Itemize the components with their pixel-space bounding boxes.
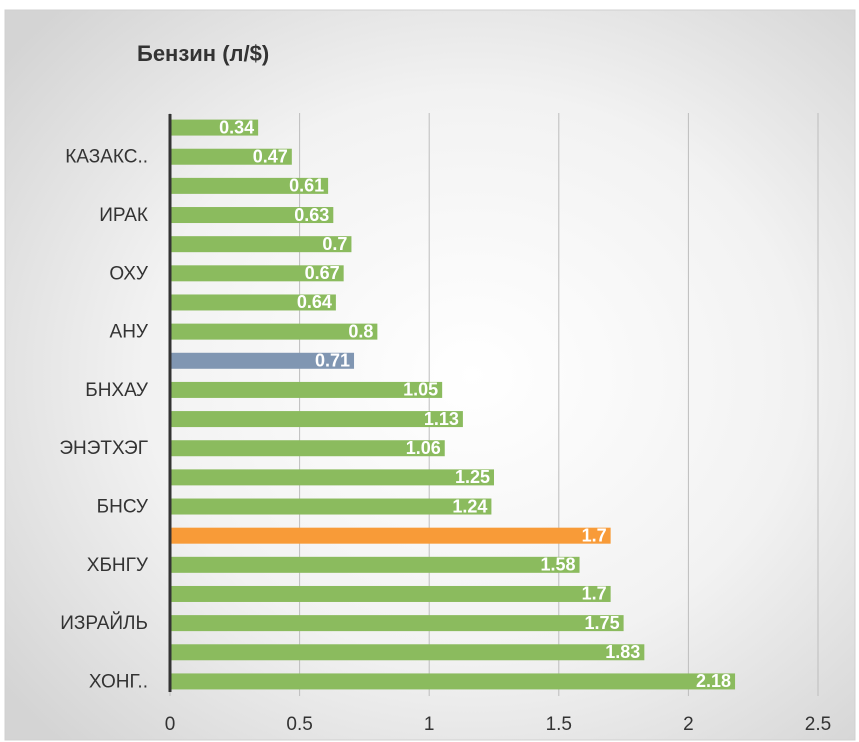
value-label: 1.25 xyxy=(455,467,490,487)
y-tick-label: АНУ xyxy=(110,322,149,343)
value-label: 0.34 xyxy=(219,117,254,137)
y-tick-label: ЭНЭТХЭГ xyxy=(59,438,148,459)
value-label: 1.7 xyxy=(582,584,607,604)
value-label: 0.71 xyxy=(315,351,350,371)
chart-title: Бензин (л/$) xyxy=(137,41,269,66)
bar xyxy=(170,469,494,486)
y-tick-label: БНХАУ xyxy=(85,380,149,401)
y-tick-label: ХОНГ.. xyxy=(89,671,148,692)
bar xyxy=(170,352,355,369)
bar xyxy=(170,148,292,165)
value-label: 1.05 xyxy=(403,380,438,400)
bar xyxy=(170,498,492,515)
bar xyxy=(170,207,334,224)
y-tick-label: БНСУ xyxy=(97,497,149,518)
bar xyxy=(170,177,329,194)
bar xyxy=(170,265,344,282)
y-tick-label: ХБНГУ xyxy=(87,555,149,576)
value-label: 1.13 xyxy=(424,409,459,429)
value-label: 1.58 xyxy=(540,555,575,575)
y-tick-label: ИРАК xyxy=(99,205,148,226)
value-label: 0.63 xyxy=(294,205,329,225)
x-tick-label: 0 xyxy=(165,714,176,735)
value-label: 0.47 xyxy=(253,146,288,166)
value-label: 1.06 xyxy=(406,438,441,458)
bar xyxy=(170,556,580,573)
value-label: 0.61 xyxy=(289,176,324,196)
value-label: 1.83 xyxy=(605,642,640,662)
value-label: 1.7 xyxy=(582,525,607,545)
value-label: 1.24 xyxy=(452,496,487,516)
value-label: 0.64 xyxy=(297,292,332,312)
value-label: 1.75 xyxy=(585,613,620,633)
x-tick-label: 2.5 xyxy=(805,714,831,735)
bar xyxy=(170,585,611,602)
value-label: 0.67 xyxy=(305,263,340,283)
bar xyxy=(170,615,624,632)
bar xyxy=(170,527,611,544)
bar xyxy=(170,294,336,311)
x-tick-label: 1.5 xyxy=(546,714,572,735)
bar xyxy=(170,381,443,398)
bar xyxy=(170,440,445,457)
x-tick-label: 2 xyxy=(683,714,694,735)
bar xyxy=(170,644,645,661)
value-label: 0.7 xyxy=(322,234,347,254)
y-tick-label: КАЗАКС.. xyxy=(65,147,148,168)
value-label: 0.8 xyxy=(348,321,373,341)
bar xyxy=(170,323,378,340)
bar xyxy=(170,119,259,136)
bar xyxy=(170,411,463,428)
x-tick-label: 0.5 xyxy=(286,714,312,735)
x-tick-label: 1 xyxy=(424,714,435,735)
y-tick-label: ОХУ xyxy=(109,263,149,284)
y-tick-label: ИЗРАЙЛЬ xyxy=(60,612,148,634)
value-label: 2.18 xyxy=(696,671,731,691)
bar xyxy=(170,673,736,690)
bar xyxy=(170,236,352,253)
